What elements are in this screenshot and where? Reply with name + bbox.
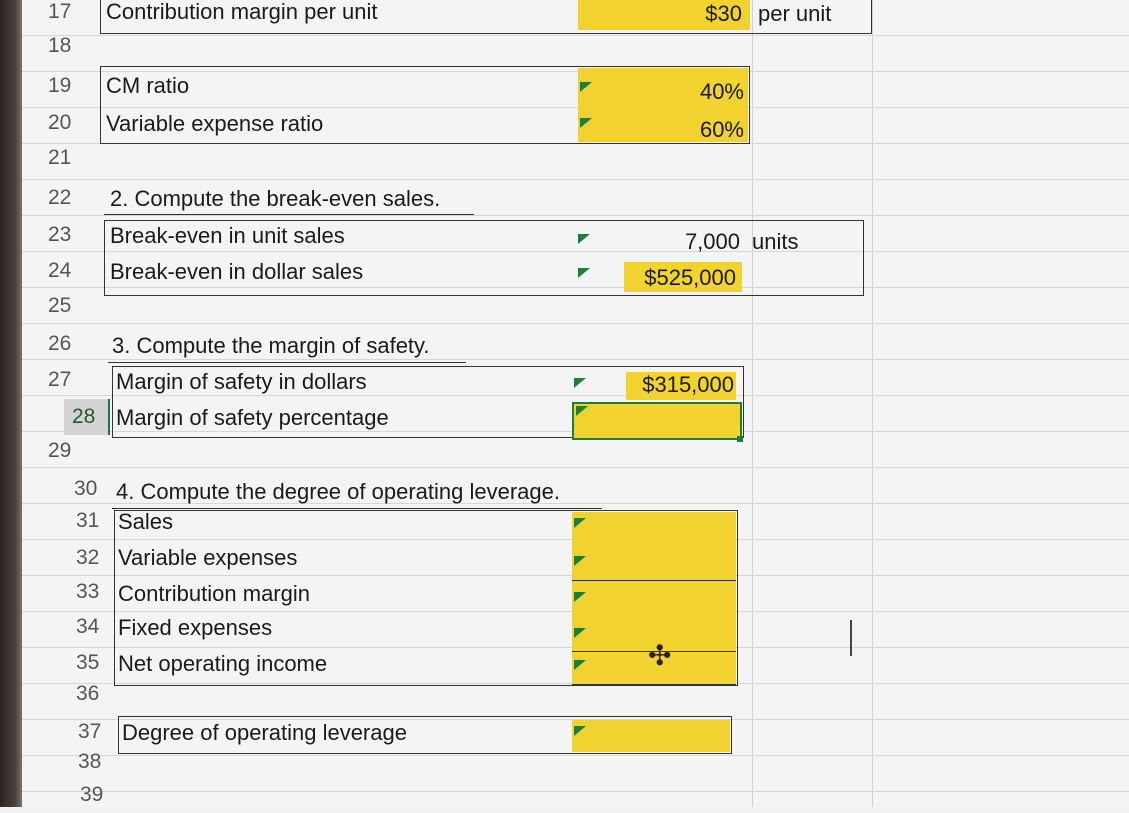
formula-flag-icon [574, 378, 586, 388]
formula-flag-icon [578, 234, 590, 244]
label-degree-operating-leverage[interactable]: Degree of operating leverage [122, 720, 407, 745]
input-cell-dol[interactable] [572, 720, 730, 752]
row-header-36[interactable]: 36 [76, 682, 100, 705]
row-header-32[interactable]: 32 [76, 546, 100, 569]
formula-flag-icon [574, 556, 586, 566]
input-cell-break-even-dollars[interactable] [624, 262, 742, 292]
heading-break-even[interactable]: 2. Compute the break-even sales. [110, 186, 441, 211]
break-even-border [104, 220, 864, 296]
formula-flag-icon [576, 406, 588, 416]
label-cm-ratio[interactable]: CM ratio [106, 73, 190, 98]
label-break-even-units[interactable]: Break-even in unit sales [110, 223, 345, 248]
label-contribution-margin-per-unit[interactable]: Contribution margin per unit [106, 0, 378, 24]
margin-safety-border [112, 366, 744, 438]
row-header-20[interactable]: 20 [48, 111, 72, 134]
value-break-even-dollars: $525,000 [644, 265, 736, 290]
formula-flag-icon [574, 726, 586, 736]
label-margin-safety-percentage[interactable]: Margin of safety percentage [116, 405, 389, 430]
formula-flag-icon [574, 628, 586, 638]
label-variable-expense-ratio[interactable]: Variable expense ratio [106, 111, 324, 136]
input-cells-dol-table[interactable] [572, 512, 736, 684]
formula-flag-icon [574, 592, 586, 602]
row-header-24[interactable]: 24 [48, 259, 72, 282]
text-insertion-cursor [850, 620, 852, 656]
row-header-31[interactable]: 31 [76, 509, 100, 532]
row-header-30[interactable]: 30 [74, 477, 98, 500]
row-header-21[interactable]: 21 [48, 146, 72, 169]
cell-divider [572, 684, 736, 686]
row-header-23[interactable]: 23 [48, 223, 72, 246]
unit-units[interactable]: units [752, 229, 799, 254]
row-header-37[interactable]: 37 [78, 720, 102, 743]
row-header-18[interactable]: 18 [48, 34, 72, 57]
row-header-26[interactable]: 26 [48, 332, 72, 355]
row-header-17[interactable]: 17 [48, 0, 72, 23]
row-header-34[interactable]: 34 [76, 615, 100, 638]
row-header-29[interactable]: 29 [48, 439, 72, 462]
label-sales[interactable]: Sales [118, 509, 174, 534]
label-contribution-margin[interactable]: Contribution margin [118, 581, 310, 606]
input-cell-cm-per-unit[interactable] [578, 0, 750, 30]
row-header-22[interactable]: 22 [48, 186, 72, 209]
input-cell-margin-safety-dollars[interactable] [626, 372, 736, 400]
active-cell-selection[interactable] [572, 402, 742, 440]
value-cm-ratio: 40% [699, 79, 744, 104]
dol-result-border [118, 716, 732, 754]
unit-per-unit[interactable]: per unit [758, 1, 832, 26]
formula-flag-icon [580, 118, 592, 128]
row17-border [100, 0, 872, 34]
value-break-even-units: 7,000 [684, 229, 740, 254]
input-cell-ratios[interactable] [578, 68, 748, 142]
cell-cursor-plus-icon: ✣ [648, 640, 672, 671]
formula-flag-icon [574, 518, 586, 528]
dol-table-border [114, 510, 738, 686]
input-cell-margin-safety-percentage[interactable] [574, 404, 740, 438]
value-cm-per-unit: $30 [705, 1, 742, 26]
row-header-25[interactable]: 25 [48, 294, 72, 317]
value-variable-expense-ratio: 60% [699, 117, 744, 142]
formula-flag-icon [578, 268, 590, 278]
row-header-28-active[interactable]: 28 [64, 399, 110, 435]
row-header-27[interactable]: 27 [48, 368, 72, 391]
row-header-33[interactable]: 33 [76, 580, 100, 603]
formula-flag-icon [580, 82, 592, 92]
heading-underline [112, 508, 602, 509]
heading-operating-leverage[interactable]: 4. Compute the degree of operating lever… [116, 479, 560, 504]
label-fixed-expenses[interactable]: Fixed expenses [118, 615, 273, 640]
ratios-border [100, 66, 750, 144]
value-margin-safety-dollars: $315,000 [642, 372, 734, 397]
heading-margin-of-safety[interactable]: 3. Compute the margin of safety. [112, 333, 430, 358]
formula-flag-icon [574, 660, 586, 670]
label-margin-safety-dollars[interactable]: Margin of safety in dollars [116, 369, 367, 394]
heading-underline [108, 362, 466, 363]
row-header-19[interactable]: 19 [48, 74, 72, 97]
cell-divider [572, 580, 736, 581]
label-variable-expenses[interactable]: Variable expenses [118, 545, 298, 570]
row-header-39[interactable]: 39 [80, 783, 104, 806]
row-header-38[interactable]: 38 [78, 750, 102, 773]
fill-handle[interactable] [737, 436, 743, 442]
heading-underline [104, 214, 474, 215]
label-break-even-dollars[interactable]: Break-even in dollar sales [110, 259, 364, 284]
row-header-35[interactable]: 35 [76, 651, 100, 674]
monitor-bezel [0, 0, 22, 807]
cell-divider [572, 651, 736, 652]
label-net-operating-income[interactable]: Net operating income [118, 651, 328, 676]
